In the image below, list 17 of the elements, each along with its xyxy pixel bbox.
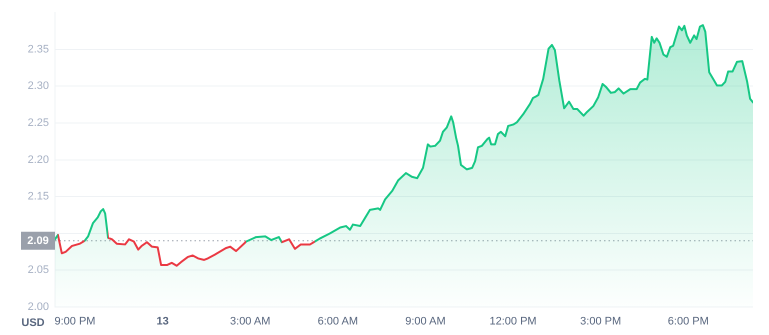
y-tick-label: 2.35 — [28, 43, 49, 56]
y-tick-label: 2.30 — [28, 80, 49, 92]
y-tick-label: 2.05 — [28, 264, 49, 276]
x-tick-label: 6:00 AM — [318, 316, 358, 328]
y-tick-label: 2.25 — [28, 117, 49, 130]
x-tick-label: 3:00 PM — [580, 316, 622, 328]
x-tick-label: 6:00 PM — [668, 316, 709, 328]
x-tick-label: 13 — [156, 316, 169, 328]
x-tick-label: 9:00 AM — [405, 316, 446, 328]
ref-line-label: 2.09 — [27, 234, 49, 247]
y-tick-label: 2.20 — [28, 154, 49, 166]
y-tick-label: 2.15 — [28, 190, 49, 203]
y-axis-title: USD — [21, 317, 45, 330]
y-tick-label: 2.00 — [28, 301, 49, 314]
x-tick-label: 12:00 PM — [489, 316, 537, 328]
x-tick-label: 3:00 AM — [230, 316, 270, 328]
x-tick-label: 9:00 PM — [54, 316, 96, 328]
